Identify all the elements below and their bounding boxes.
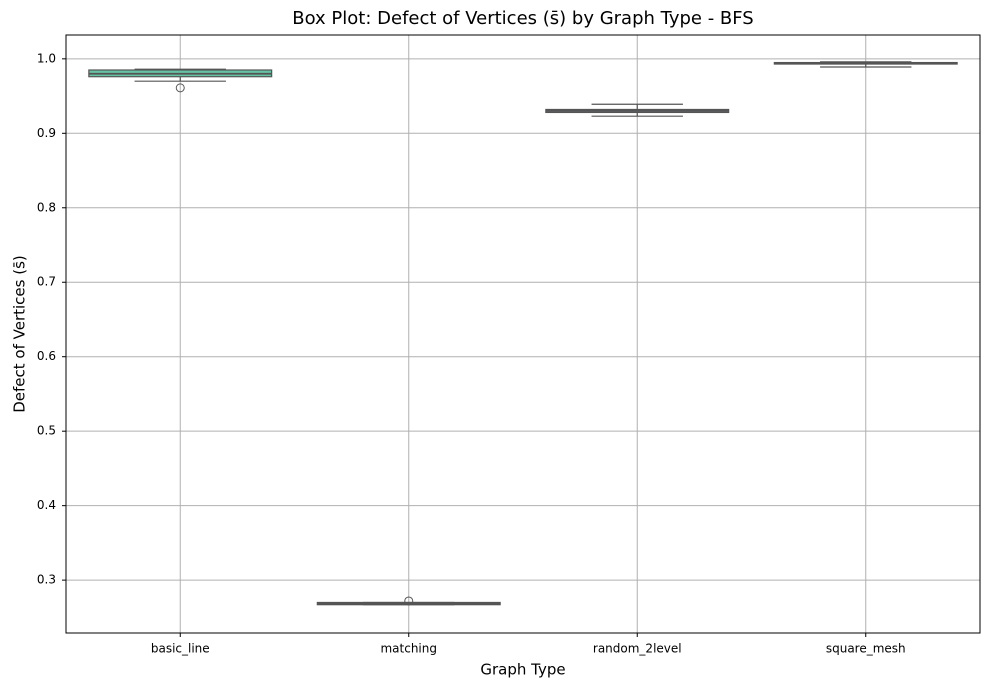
- y-tick-label: 0.5: [37, 424, 56, 438]
- flier: [175, 83, 185, 93]
- y-tick-label: 0.9: [37, 126, 56, 140]
- y-axis-label: Defect of Vertices (s̄): [11, 255, 29, 413]
- y-tick-label: 1.0: [37, 51, 56, 65]
- x-axis-label: Graph Type: [480, 661, 565, 679]
- x-tick-label: matching: [380, 642, 437, 656]
- x-tick-label: basic_line: [151, 642, 210, 656]
- y-tick-label: 0.3: [37, 573, 56, 587]
- x-tick-label: square_mesh: [826, 642, 906, 656]
- y-tick-label: 0.7: [37, 275, 56, 289]
- plot-frame: [65, 34, 981, 634]
- chart-title: Box Plot: Defect of Vertices (s̄) by Gra…: [292, 8, 753, 29]
- y-tick-label: 0.6: [37, 349, 56, 363]
- y-tick-label: 0.4: [37, 498, 56, 512]
- x-tick-label: random_2level: [593, 642, 682, 656]
- y-tick-label: 0.8: [37, 200, 56, 214]
- flier: [404, 596, 414, 606]
